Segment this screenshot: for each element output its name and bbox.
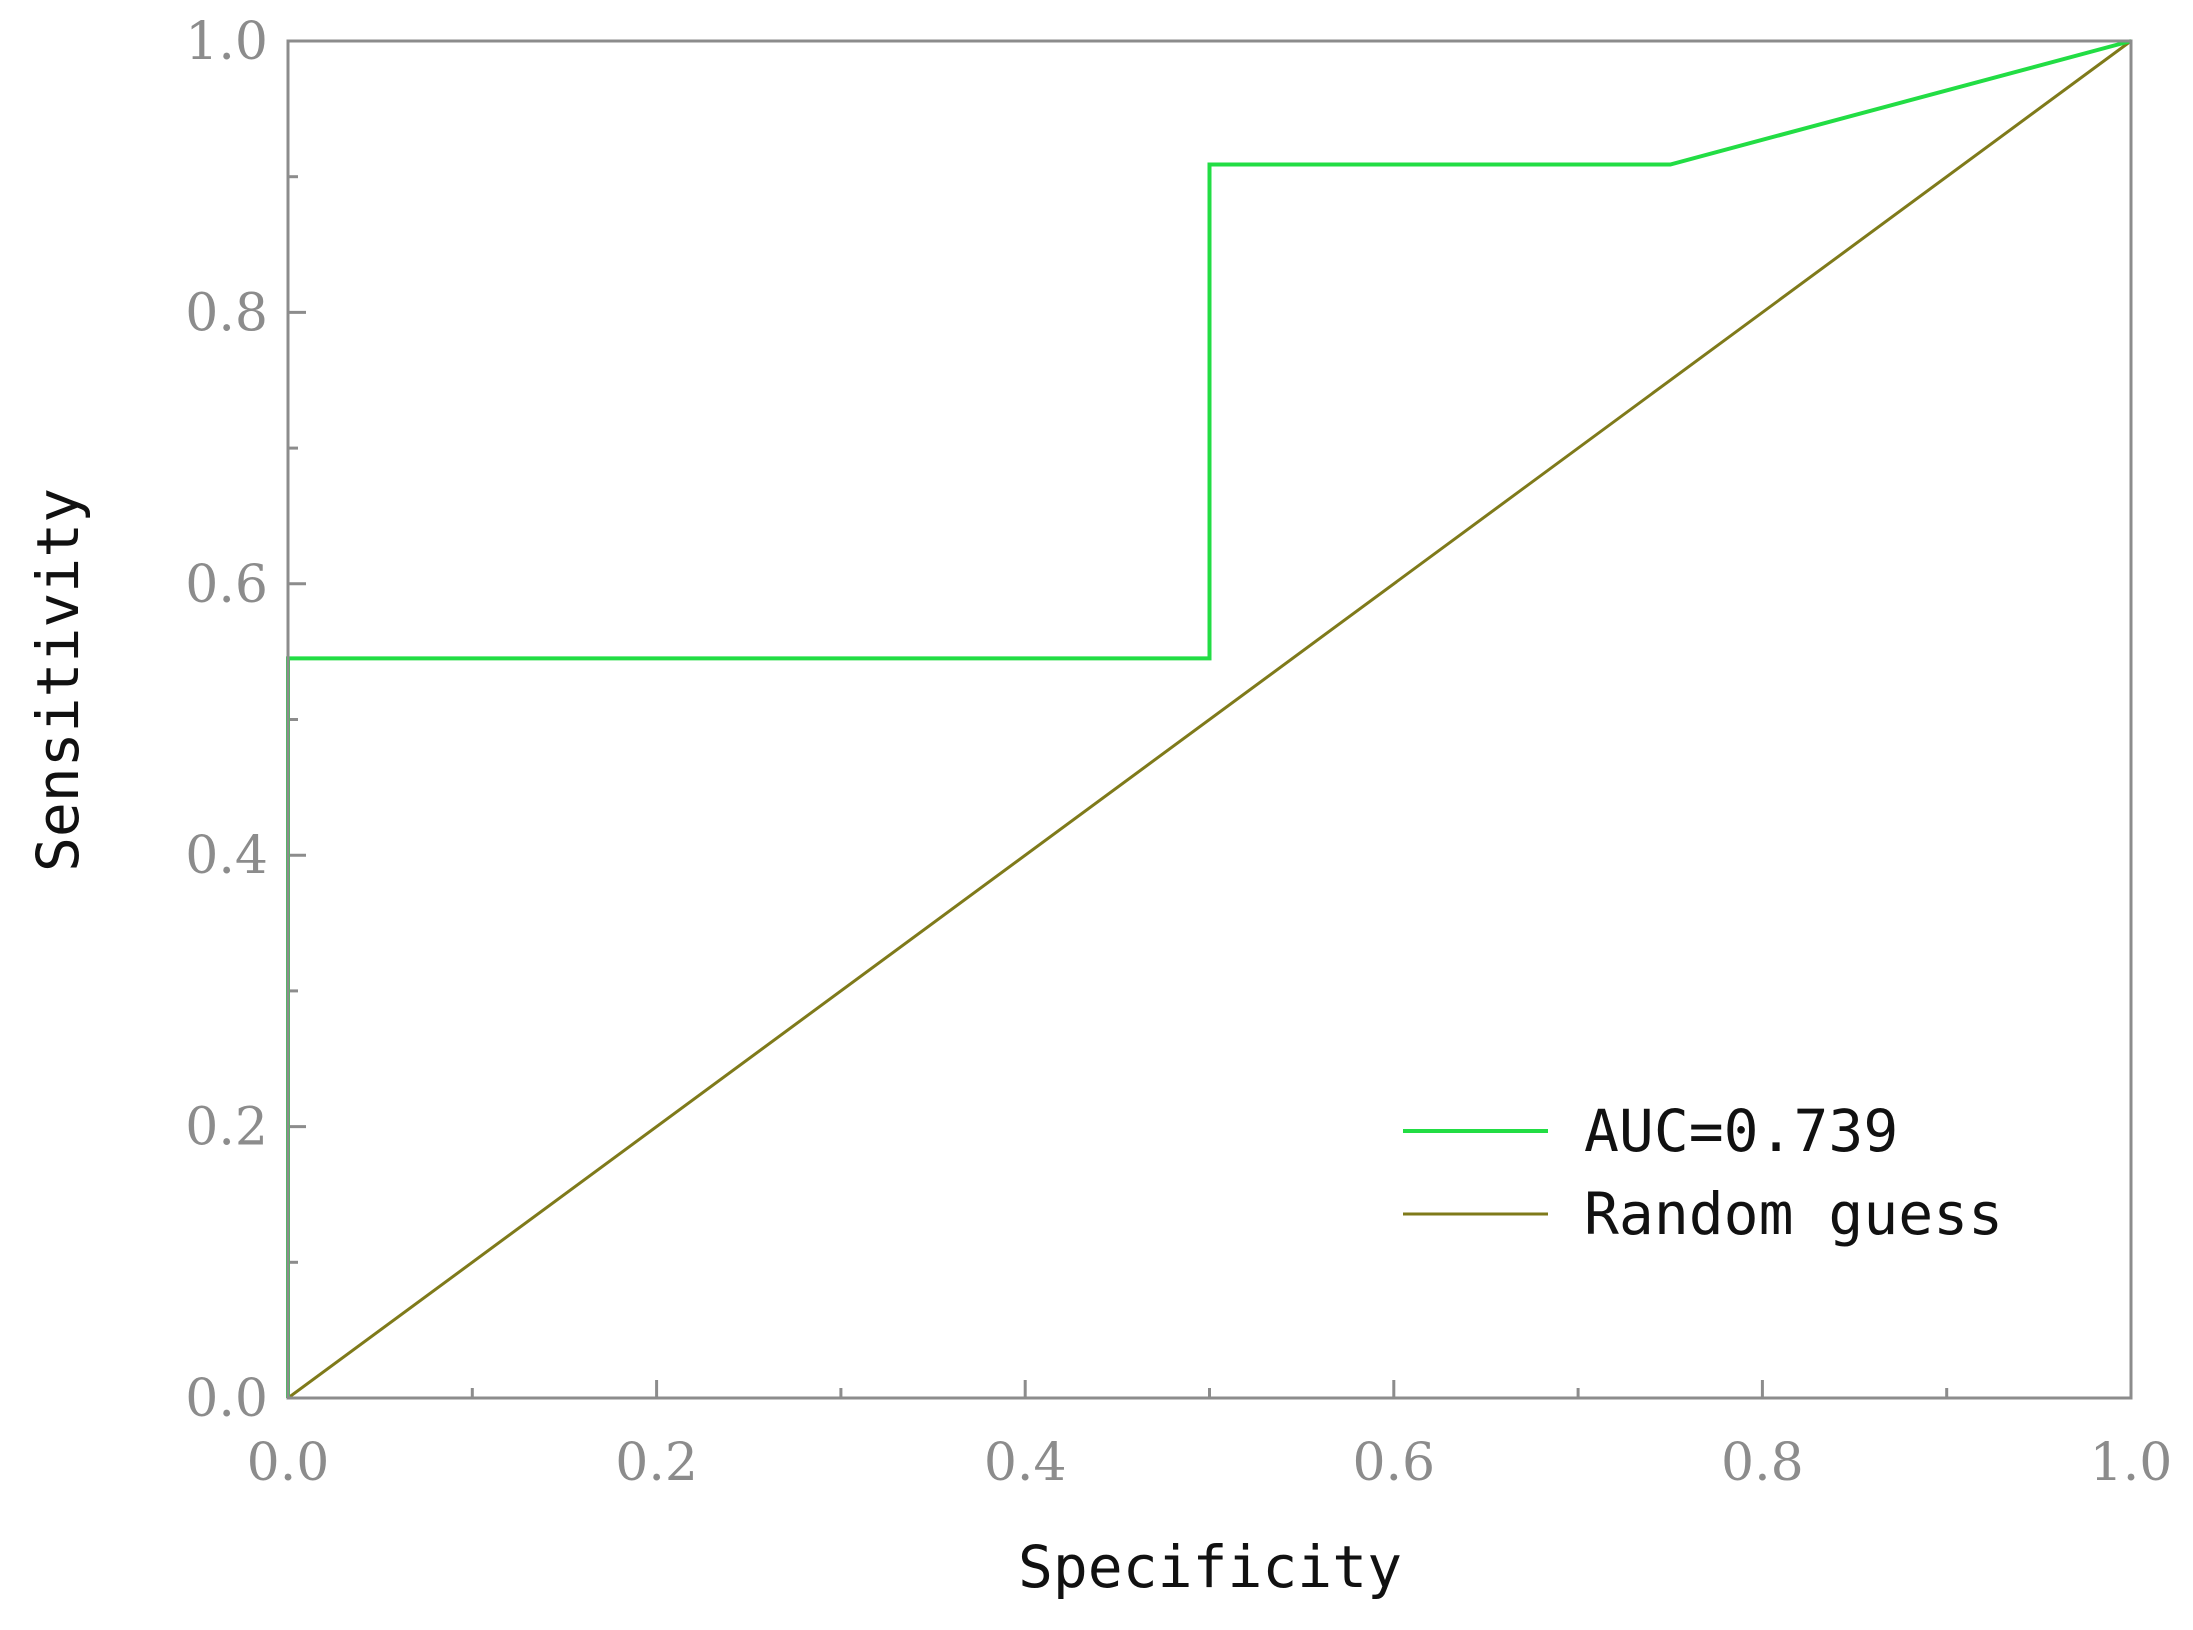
x-tick-label: 1.0	[2090, 1433, 2173, 1493]
y-tick-label: 0.0	[185, 1369, 268, 1429]
x-tick-label: 0.4	[984, 1433, 1067, 1493]
y-axis-title: Sensitivity	[24, 488, 92, 872]
y-tick-label: 0.2	[185, 1098, 268, 1158]
x-tick-label: 0.2	[615, 1433, 698, 1493]
random-guess-line	[287, 39, 2132, 1400]
ticks-layer: 0.0 0.2 0.4 0.6 0.8 1.0 0.0 0.2 0.4 0.6 0.8 1.0	[185, 12, 2172, 1493]
legend-label-random-guess: Random guess	[1584, 1180, 2003, 1248]
y-tick-label: 1.0	[185, 12, 268, 72]
y-tick-label: 0.6	[185, 555, 268, 615]
legend-label-auc: AUC=0.739	[1584, 1097, 1898, 1165]
x-tick-label: 0.6	[1352, 1433, 1435, 1493]
x-axis-title: Specificity	[1018, 1533, 1402, 1601]
x-tick-label: 0.8	[1721, 1433, 1804, 1493]
x-tick-label: 0.0	[247, 1433, 330, 1493]
plot-frame	[286, 39, 2133, 1400]
y-tick-label: 0.4	[185, 826, 268, 886]
legend: AUC=0.739 Random guess	[1403, 1097, 2003, 1248]
y-tick-label: 0.8	[185, 283, 268, 343]
